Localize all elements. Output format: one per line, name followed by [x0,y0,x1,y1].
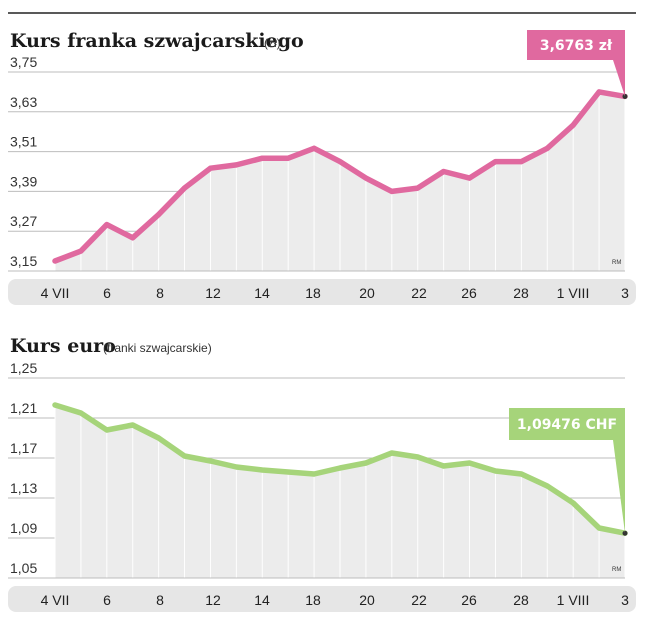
chf-data-point [467,175,472,181]
chf-value-badge [527,30,625,60]
chf-y-tick-label: 3,51 [10,134,37,150]
eur-data-point [52,402,58,408]
chf-x-tick-label: 12 [205,285,221,301]
eur-x-tick-label: 12 [205,592,221,608]
chf-x-tick-label: 14 [254,285,270,301]
chf-data-point [233,162,239,168]
chf-data-point [182,185,187,191]
eur-data-point [259,467,265,473]
chf-x-tick-label: 8 [156,285,164,301]
eur-value-badge [509,408,625,440]
chf-chart: 3,75 3,63 3,51 3,39 3,27 3,15 3,6763 zł RM 4 VII… [8,30,636,305]
eur-data-point [493,468,498,474]
chf-data-point [415,185,421,191]
eur-data-point [467,460,472,466]
chf-y-tick-label: 3,63 [10,94,37,110]
eur-y-tick-label: 1,21 [10,400,37,416]
chf-x-tick-label: 4 VII [41,285,70,301]
chf-data-point [441,169,447,174]
chf-x-tick-label: 3 [621,285,629,301]
eur-chart: 1,25 1,21 1,17 1,13 1,09 1,05 1,09476 CHF RM 4 V… [8,360,636,612]
chf-watermark: RM [612,260,621,266]
chf-x-tick-label: 22 [411,285,427,301]
eur-y-tick-label: 1,09 [10,520,37,536]
eur-chart-unit: (franki szwajcarskie) [103,341,212,355]
chf-chart-title: Kurs franka szwajcarskiego [10,30,304,52]
eur-x-tick-label: 6 [103,592,111,608]
chf-x-tick-label: 6 [103,285,111,301]
eur-data-point [441,463,447,469]
eur-data-point [363,460,369,466]
chf-x-tick-label: 26 [461,285,477,301]
eur-data-point [311,471,317,477]
eur-data-point [208,458,213,464]
eur-data-point [130,422,136,428]
eur-data-point [544,483,550,489]
eur-badge-label: 1,09476 CHF [517,417,617,433]
eur-x-tick-label: 3 [621,592,629,608]
eur-data-point [182,453,187,459]
eur-x-tick-label: 20 [359,592,375,608]
chf-x-tick-label: 18 [305,285,321,301]
eur-data-point [389,450,395,456]
eur-data-point [337,465,343,471]
chf-chart-unit: (zł) [264,36,281,50]
chf-data-point [493,159,498,165]
chf-x-tick-label: 28 [513,285,529,301]
eur-x-tick-label: 28 [513,592,529,608]
eur-x-tick-label: 1 VIII [557,592,590,608]
eur-x-tick-label: 14 [254,592,270,608]
chf-x-axis-band [8,279,636,305]
chf-data-point [363,175,369,181]
chf-data-point [104,222,110,228]
chf-data-point [570,122,576,128]
chf-x-tick-label: 1 VIII [557,285,590,301]
chf-data-point [311,145,317,151]
eur-badge-pointer [613,440,625,534]
chf-y-tick-label: 3,75 [10,54,37,70]
chf-data-point [544,145,550,151]
eur-x-tick-label: 18 [305,592,321,608]
eur-x-tick-label: 4 VII [41,592,70,608]
eur-y-tick-label: 1,05 [10,560,37,576]
chf-data-point [389,188,395,194]
eur-x-tick-label: 22 [411,592,427,608]
eur-data-point [233,464,239,470]
eur-y-tick-label: 1,13 [10,480,37,496]
chf-data-point [130,235,136,241]
eur-data-point [570,500,576,506]
eur-y-tick-label: 1,25 [10,360,37,376]
eur-data-point [518,471,524,477]
chf-data-point [285,155,291,161]
chf-data-point [156,212,162,218]
eur-chart-title: Kurs euro [10,335,116,357]
eur-x-tick-label: 8 [156,592,164,608]
chf-y-tick-label: 3,27 [10,213,37,229]
chf-data-point [596,89,602,95]
eur-data-point [104,427,110,433]
eur-x-tick-label: 26 [461,592,477,608]
eur-data-point [285,469,291,475]
chf-data-point [52,258,58,264]
eur-watermark: RM [612,567,621,573]
eur-data-point [596,525,602,531]
chf-y-tick-label: 3,15 [10,253,37,269]
eur-x-axis-band [8,586,636,612]
chf-x-tick-label: 20 [359,285,375,301]
chf-data-point [518,159,524,165]
chf-badge-pointer [613,60,625,97]
chf-badge-label: 3,6763 zł [540,38,613,54]
chf-data-point [78,248,84,254]
eur-data-point [415,454,421,460]
chf-data-point [259,155,265,161]
chf-data-point [337,159,343,165]
eur-y-tick-label: 1,17 [10,440,37,456]
chf-data-point [208,165,213,171]
eur-data-point [156,435,162,441]
chf-y-tick-label: 3,39 [10,173,37,189]
eur-data-point [78,410,84,416]
